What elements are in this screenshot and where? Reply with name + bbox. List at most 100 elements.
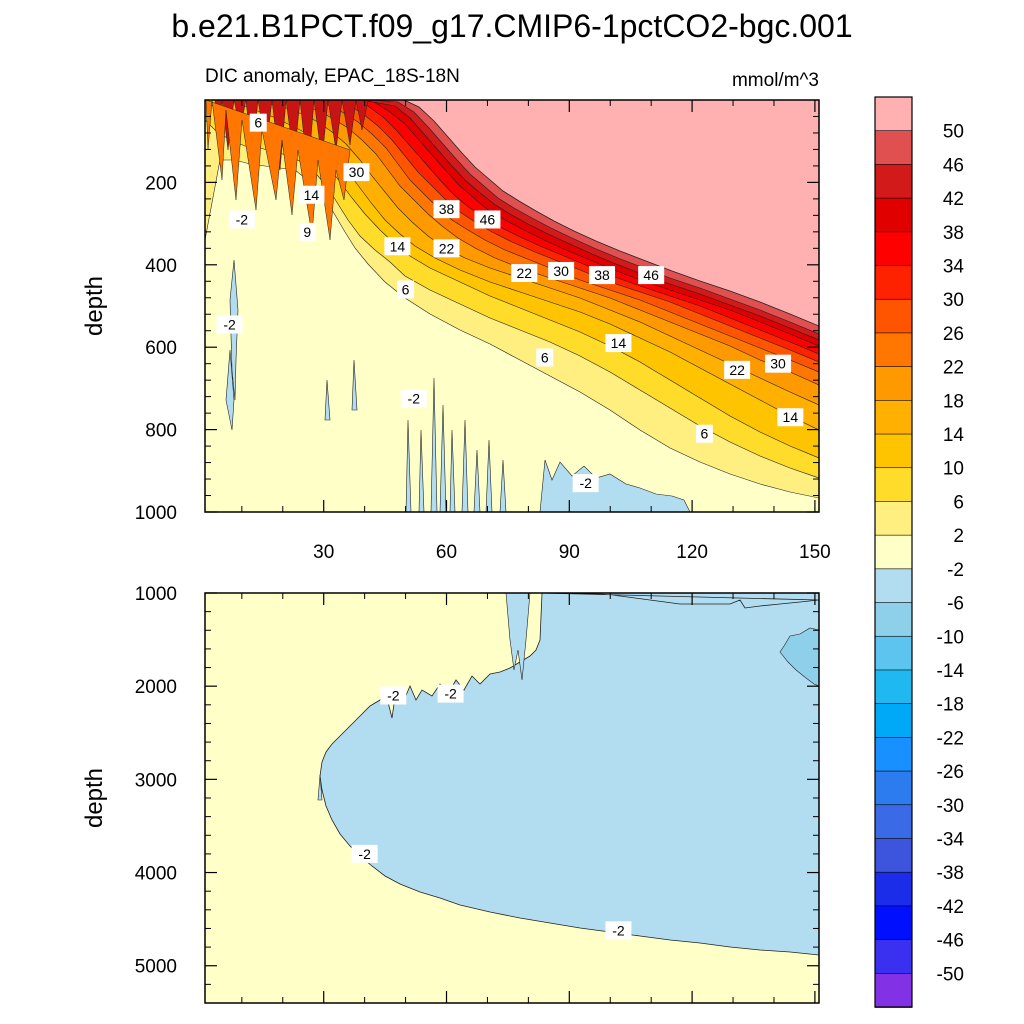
colorbar-swatch <box>874 534 913 570</box>
contour-label-bg <box>765 354 792 373</box>
contour-label-bg <box>605 921 632 940</box>
left-subtitle: DIC anomaly, EPAC_18S-18N <box>205 66 460 87</box>
contour-label: 14 <box>390 238 406 254</box>
contour-label-bg <box>400 389 427 408</box>
contour-label-bg <box>384 237 411 256</box>
upper-plot-area: 30 60 90 120 150 200 400 600 800 1000 6 30 14 -2 9 38… <box>81 99 831 563</box>
contour-label: 14 <box>783 409 799 425</box>
colorbar-swatch <box>874 366 913 402</box>
contour-label-bg <box>474 210 501 229</box>
y-tick-label: 4000 <box>135 864 177 885</box>
colorbar-label: 34 <box>943 257 965 278</box>
colorbar-swatch <box>874 939 913 975</box>
contour-label: 30 <box>349 164 365 180</box>
lower-y-axis-label: depth <box>81 768 108 828</box>
contour-label: 38 <box>439 201 455 217</box>
upper-contour-labels: 6 30 14 -2 9 38 46 14 22 6 22 30 38 46 -2 6 14 22 30 -2 14 6 -… <box>216 113 804 493</box>
contour-label-bg <box>216 315 243 334</box>
colorbar-label: -14 <box>937 661 965 682</box>
x-tick-label: 150 <box>799 542 831 563</box>
upper-plot-frame <box>204 99 820 513</box>
x-tick-label: 90 <box>559 542 580 563</box>
colorbar-swatch <box>874 298 913 334</box>
y-tick-label: 2000 <box>135 677 177 698</box>
lower-y-axis: 1000 2000 3000 4000 5000 <box>135 584 819 985</box>
colorbar-swatch <box>874 130 913 166</box>
contour-label: 6 <box>541 350 549 366</box>
colorbar-swatch <box>874 501 913 536</box>
contour-label: -2 <box>387 688 400 704</box>
contour-label: 30 <box>770 356 786 372</box>
lower-x-axis <box>241 593 816 1003</box>
contour-label-bg <box>298 222 316 241</box>
contour-label-bg <box>511 264 538 283</box>
contour-label-bg <box>380 686 407 705</box>
contour-label: 6 <box>402 282 410 298</box>
colorbar-swatch <box>874 568 913 604</box>
lower-plot-area: 1000 2000 3000 4000 5000 -2 -2 -2 -2 depth <box>81 584 820 1004</box>
colorbar-label: 42 <box>943 189 964 210</box>
y-tick-label: 200 <box>145 173 177 194</box>
colorbar-swatch <box>874 164 913 199</box>
colorbar: 50 46 42 38 34 30 26 22 18 14 10 6 2 -2 -6 -10 -14 -18 -22… <box>874 96 965 1008</box>
upper-y-axis-label: depth <box>81 276 108 336</box>
band-50 <box>378 100 819 327</box>
colorbar-label: 6 <box>953 492 964 513</box>
colorbar-swatch <box>874 467 913 503</box>
colorbar-label: 46 <box>943 155 964 176</box>
colorbar-swatch <box>874 400 913 435</box>
contour-label: 46 <box>643 267 659 283</box>
contour-label-bg <box>397 280 415 299</box>
deep-negative-pocket <box>779 627 819 687</box>
colorbar-label: -26 <box>937 762 964 783</box>
contour-label-bg <box>695 424 713 443</box>
contour-label-bg <box>777 408 804 427</box>
y-tick-label: 3000 <box>135 770 177 791</box>
lower-contour-labels: -2 -2 -2 -2 <box>351 684 632 940</box>
colorbar-label: -10 <box>937 627 964 648</box>
y-tick-label: 800 <box>145 421 177 442</box>
colorbar-swatch <box>874 905 913 941</box>
upper-x-axis: 30 60 90 120 150 <box>241 100 831 563</box>
colorbar-swatch <box>874 703 913 739</box>
neg-pocket-3 <box>405 377 507 512</box>
colorbar-swatch <box>874 96 913 132</box>
colorbar-label: 26 <box>943 324 964 345</box>
contour-label-bg <box>536 348 554 367</box>
colorbar-frame <box>874 96 913 1008</box>
colorbar-label: 22 <box>943 358 964 379</box>
x-tick-label: 120 <box>676 542 708 563</box>
contour-label: 46 <box>480 211 496 227</box>
colorbar-label: 50 <box>943 122 964 143</box>
colorbar-label: 10 <box>943 459 964 480</box>
colorbar-swatch <box>874 602 913 638</box>
deep-negative-region <box>319 593 819 956</box>
x-tick-label: 30 <box>313 542 334 563</box>
contour-label: -2 <box>612 922 625 938</box>
chart-title: b.e21.B1PCT.f09_g17.CMIP6-1pctCO2-bgc.00… <box>171 8 852 44</box>
contour-label: -2 <box>236 211 249 227</box>
colorbar-swatch <box>874 433 913 469</box>
colorbar-label: -2 <box>947 560 964 581</box>
neg-pocket-5 <box>324 359 358 421</box>
deep-negative-spike <box>505 593 531 681</box>
lower-contour-fill <box>205 593 819 1003</box>
contour-label-bg <box>605 334 632 353</box>
contour-label-bg <box>433 200 460 219</box>
contour-label: 14 <box>304 187 320 203</box>
neg-pocket-2 <box>225 349 235 431</box>
colorbar-label: -6 <box>947 594 964 615</box>
upper-y-axis: 200 400 600 800 1000 <box>135 115 819 524</box>
y-tick-label: 1000 <box>135 503 177 524</box>
colorbar-swatch <box>874 838 913 873</box>
contour-label: 22 <box>729 362 745 378</box>
contour-label-bg <box>433 239 460 258</box>
colorbar-swatch <box>874 972 913 1008</box>
contour-label-bg <box>724 360 751 379</box>
contour-label-bg <box>548 261 575 280</box>
contour-label: 30 <box>553 263 569 279</box>
colorbar-label: 2 <box>953 526 964 547</box>
colorbar-swatch <box>874 231 913 267</box>
y-tick-label: 400 <box>145 256 177 277</box>
contour-label: -2 <box>408 391 421 407</box>
